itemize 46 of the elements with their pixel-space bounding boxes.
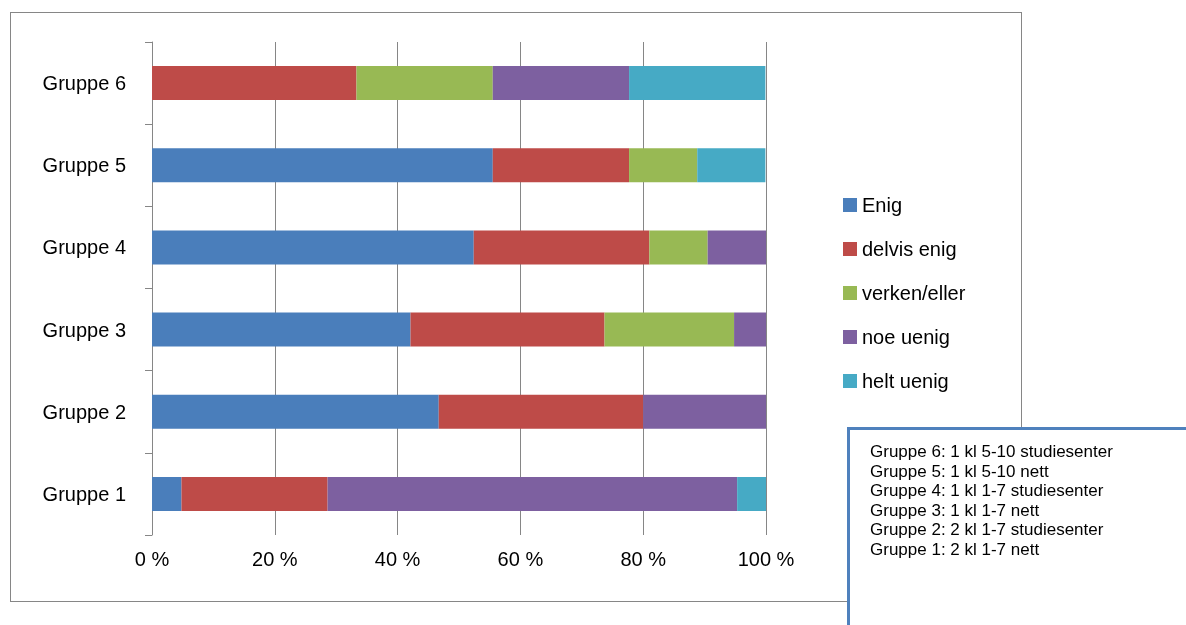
bar (643, 394, 766, 429)
legend-label: Enig (862, 194, 903, 216)
bar (356, 66, 493, 101)
bar (152, 230, 474, 265)
bar (649, 230, 708, 265)
text: Gruppe 2: 2 kl 1-7 studiesenter (870, 520, 1105, 540)
y-tick-label: Gruppe 1 (42, 482, 126, 505)
legend-label: helt uenig (862, 370, 949, 392)
bar (697, 148, 766, 183)
y-tick-label: Gruppe 4 (42, 236, 126, 259)
x-tick-label: 0 % (134, 548, 170, 570)
legend-label: verken/eller (862, 282, 966, 304)
bar (734, 312, 766, 347)
bar (604, 312, 735, 347)
x-tick-label: 60 % (497, 548, 544, 570)
bar (410, 312, 605, 347)
legend-label: delvis enig (862, 238, 957, 260)
bar (152, 66, 357, 101)
bar (492, 148, 630, 183)
bar (327, 476, 738, 511)
x-tick-label: 40 % (374, 548, 421, 570)
text: Gruppe 3: 1 kl 1-7 nett (870, 500, 1041, 520)
y-tick-label: Gruppe 2 (42, 400, 126, 423)
x-tick-label: 20 % (252, 548, 298, 570)
bar (152, 312, 411, 347)
text: Gruppe 1: 2 kl 1-7 nett (870, 539, 1041, 559)
bar (152, 476, 182, 511)
y-tick-label: Gruppe 3 (42, 318, 126, 341)
bar (152, 148, 493, 183)
x-tick-label: 100 % (737, 548, 795, 570)
text: Gruppe 5: 1 kl 5-10 nett (870, 461, 1050, 481)
text: Gruppe 6: 1 kl 5-10 studiesenter (870, 442, 1114, 462)
bar (492, 66, 630, 101)
bar (438, 394, 644, 429)
bar (473, 230, 650, 265)
bar (737, 476, 766, 511)
legend-label: noe uenig (862, 326, 950, 348)
bar (152, 394, 439, 429)
y-tick-label: Gruppe 5 (42, 154, 126, 177)
bar (181, 476, 328, 511)
x-tick-label: 80 % (620, 548, 667, 570)
bar (629, 148, 698, 183)
y-tick-label: Gruppe 6 (42, 72, 126, 95)
text: Gruppe 4: 1 kl 1-7 studiesenter (870, 481, 1105, 501)
bar (707, 230, 766, 265)
bar (629, 66, 766, 101)
